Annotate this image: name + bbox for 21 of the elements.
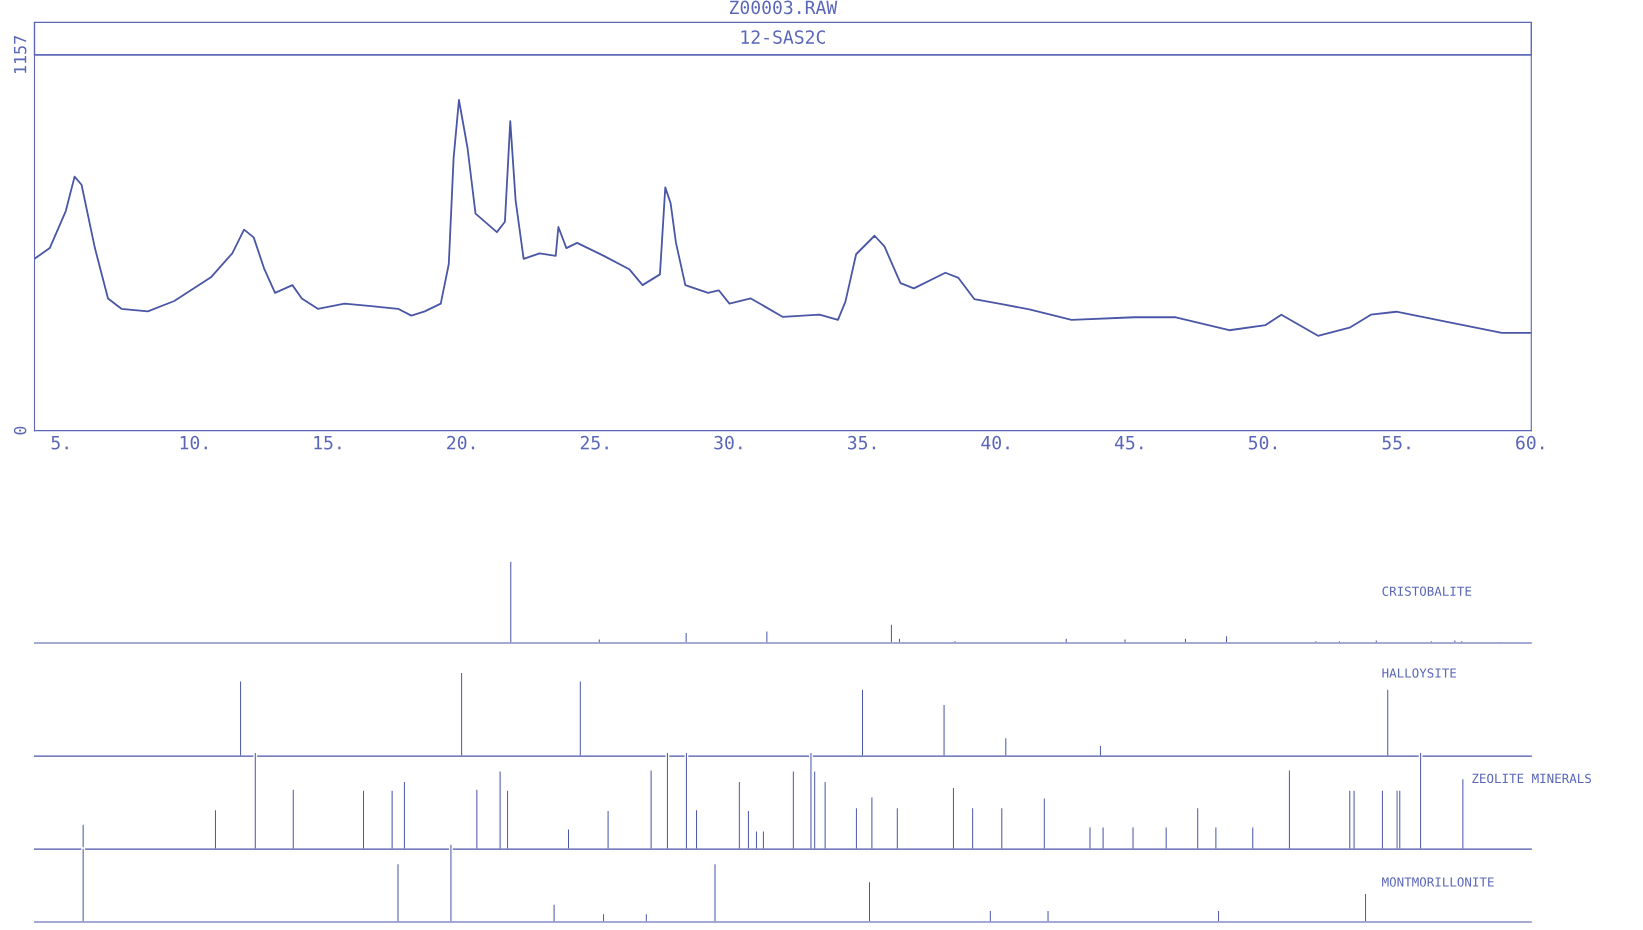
- text: CRISTOBALITE: [1382, 586, 1472, 596]
- x-tick-label: 50.: [1248, 435, 1276, 450]
- x-tick-label: 55.: [1382, 436, 1410, 450]
- x-tick-label: 15.: [314, 436, 341, 450]
- y-tick-label: 0: [13, 426, 27, 435]
- line-series: [34, 99, 1532, 337]
- x-tick-label: 5.: [51, 436, 68, 450]
- series-label: ZEOLITE MINERALS: [1472, 773, 1591, 784]
- x-tick-label: 20.: [447, 435, 475, 450]
- x-tick-label: 60.: [1516, 435, 1544, 450]
- x-tick-label: 45.: [1114, 436, 1143, 450]
- x-tick-label: 30.: [714, 435, 742, 450]
- x-tick-label: 25.: [580, 435, 608, 450]
- y-tick-label: 1157: [14, 36, 27, 73]
- x-tick-label: 10.: [180, 435, 207, 450]
- x-tick-label: 35.: [847, 435, 876, 450]
- series-label: MONTMORILLONITE: [1382, 877, 1494, 887]
- series-label: HALLOYSITE: [1382, 668, 1457, 678]
- x-tick-label: 40.: [981, 435, 1009, 450]
- chart-subtitle: 12-SAS2C: [741, 30, 825, 44]
- chart-title: Z00003.RAW: [729, 0, 838, 15]
